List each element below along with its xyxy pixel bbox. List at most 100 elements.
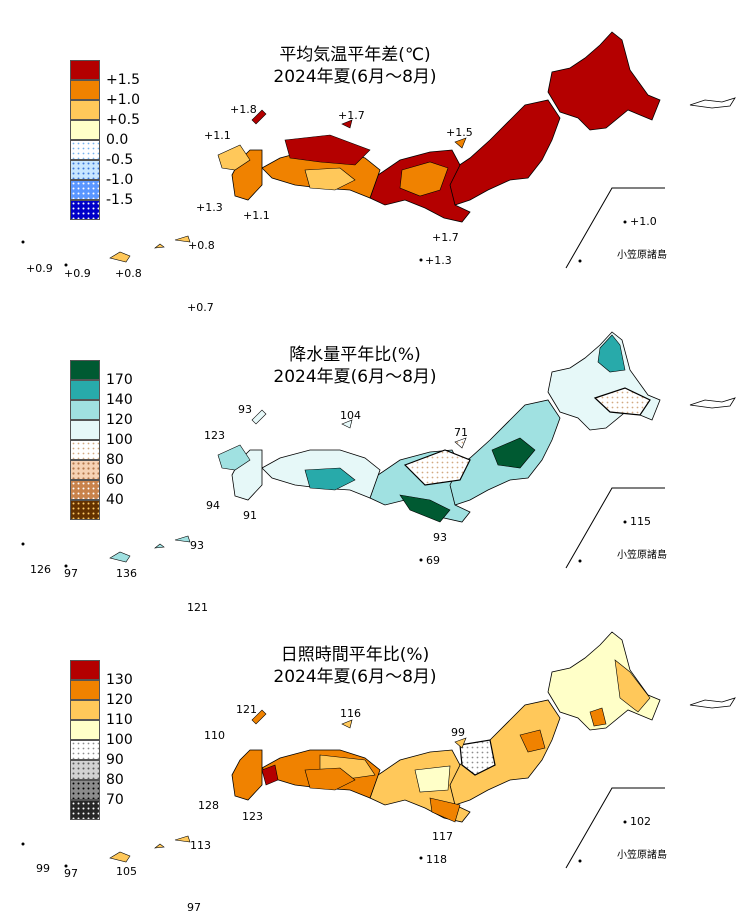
station-value: 99 bbox=[36, 862, 50, 875]
shikoku-region bbox=[304, 767, 356, 791]
legend-swatch bbox=[70, 120, 100, 140]
hokkaido-north-area bbox=[597, 334, 626, 373]
kyushu-nw-area bbox=[217, 144, 251, 171]
kuril-islands bbox=[689, 97, 736, 109]
legend-swatch bbox=[70, 760, 100, 780]
title-line2: 2024年夏(6月～8月) bbox=[273, 67, 437, 87]
sunshine-title: 日照時間平年比(%) 2024年夏(6月～8月) bbox=[230, 644, 480, 688]
station-value: 91 bbox=[243, 509, 257, 522]
precipitation-title: 降水量平年比(%) 2024年夏(6月～8月) bbox=[230, 344, 480, 388]
ogasawara-inset-border bbox=[565, 787, 665, 869]
kanto-orange-area bbox=[429, 797, 461, 823]
station-value: +1.3 bbox=[196, 201, 223, 214]
station-value: 123 bbox=[242, 810, 263, 823]
legend-label: 170 bbox=[106, 372, 133, 388]
station-value: 97 bbox=[64, 867, 78, 880]
tohoku-region bbox=[445, 99, 561, 206]
legend-swatch bbox=[70, 500, 100, 520]
ogasawara-island-dot bbox=[623, 220, 627, 224]
station-value: 105 bbox=[116, 865, 137, 878]
station-value: 121 bbox=[187, 601, 208, 614]
sado-island bbox=[454, 137, 467, 149]
legend-swatch bbox=[70, 140, 100, 160]
legend-swatch bbox=[70, 440, 100, 460]
station-dot bbox=[21, 240, 25, 244]
legend-swatch bbox=[70, 680, 100, 700]
hokkaido-south-area bbox=[589, 707, 607, 727]
legend-label: 80 bbox=[106, 452, 124, 468]
station-value: 118 bbox=[426, 853, 447, 866]
station-value: +1.7 bbox=[432, 231, 459, 244]
station-value: +1.8 bbox=[230, 103, 257, 116]
ogasawara-inset-border bbox=[565, 187, 665, 269]
hokkaido-east-area bbox=[593, 387, 651, 416]
sado-island bbox=[454, 737, 467, 749]
legend-swatch bbox=[70, 660, 100, 680]
temperature-panel: 平均気温平年差(℃) 2024年夏(6月～8月) +1.5 +1.0 +0.5 … bbox=[0, 0, 750, 314]
legend-label: 120 bbox=[106, 692, 133, 708]
station-value: 121 bbox=[236, 703, 257, 716]
station-value: 113 bbox=[190, 839, 211, 852]
legend-swatch bbox=[70, 780, 100, 800]
kuril-islands bbox=[689, 697, 736, 709]
ryukyu-islands bbox=[109, 235, 191, 263]
station-value: +1.1 bbox=[204, 129, 231, 142]
station-value: +0.8 bbox=[188, 239, 215, 252]
ryukyu-islands bbox=[109, 835, 191, 863]
tohoku-region bbox=[445, 699, 561, 806]
ogasawara-label: 小笠原諸島 bbox=[617, 850, 667, 861]
station-dot bbox=[419, 558, 423, 562]
chugoku-red-area bbox=[284, 134, 371, 166]
station-value: 102 bbox=[630, 815, 651, 828]
legend-swatch bbox=[70, 200, 100, 220]
kanto-heavy-area bbox=[399, 494, 451, 523]
legend-label: 130 bbox=[106, 672, 133, 688]
station-value: +1.5 bbox=[446, 126, 473, 139]
legend-swatch bbox=[70, 100, 100, 120]
title-line2: 2024年夏(6月～8月) bbox=[273, 667, 437, 687]
hokkaido-east-area bbox=[614, 659, 651, 713]
legend-label: +0.5 bbox=[106, 112, 140, 128]
oki-islands bbox=[341, 419, 353, 429]
shikoku-region bbox=[304, 467, 356, 491]
station-value: 99 bbox=[451, 726, 465, 739]
legend-label: 90 bbox=[106, 752, 124, 768]
chubu-orange-area bbox=[399, 161, 449, 197]
legend-swatch bbox=[70, 800, 100, 820]
legend-swatch bbox=[70, 160, 100, 180]
legend-label: +1.5 bbox=[106, 72, 140, 88]
ogasawara-island-dot bbox=[623, 520, 627, 524]
legend-label: 110 bbox=[106, 712, 133, 728]
ogasawara-inset-border bbox=[565, 487, 665, 569]
oki-islands bbox=[341, 719, 353, 729]
ryukyu-islands bbox=[109, 535, 191, 563]
legend-swatch bbox=[70, 60, 100, 80]
title-line1: 日照時間平年比(%) bbox=[280, 645, 430, 665]
station-dot bbox=[21, 842, 25, 846]
station-value: +0.9 bbox=[64, 267, 91, 280]
tsushima-island bbox=[251, 109, 267, 125]
tohoku-heavy-area bbox=[491, 437, 536, 469]
station-dot bbox=[64, 564, 68, 568]
tsushima-island bbox=[251, 709, 267, 725]
station-value: +0.7 bbox=[187, 301, 214, 314]
legend-swatch bbox=[70, 480, 100, 500]
tohoku-orange-area bbox=[519, 729, 546, 753]
station-value: 126 bbox=[30, 563, 51, 576]
title-line2: 2024年夏(6月～8月) bbox=[273, 367, 437, 387]
legend-swatch bbox=[70, 460, 100, 480]
legend-label: 100 bbox=[106, 432, 133, 448]
station-dot bbox=[21, 542, 25, 546]
legend-label: 80 bbox=[106, 772, 124, 788]
ogasawara-label: 小笠原諸島 bbox=[617, 550, 667, 561]
legend-swatch bbox=[70, 700, 100, 720]
chubu-low-area bbox=[459, 739, 496, 776]
station-value: 104 bbox=[340, 409, 361, 422]
station-value: +1.0 bbox=[630, 215, 657, 228]
title-line1: 平均気温平年差(℃) bbox=[279, 45, 431, 65]
legend-label: 140 bbox=[106, 392, 133, 408]
oki-islands bbox=[341, 119, 353, 129]
precipitation-map bbox=[21, 331, 736, 569]
legend-label: +1.0 bbox=[106, 92, 140, 108]
station-value: +1.3 bbox=[425, 254, 452, 267]
